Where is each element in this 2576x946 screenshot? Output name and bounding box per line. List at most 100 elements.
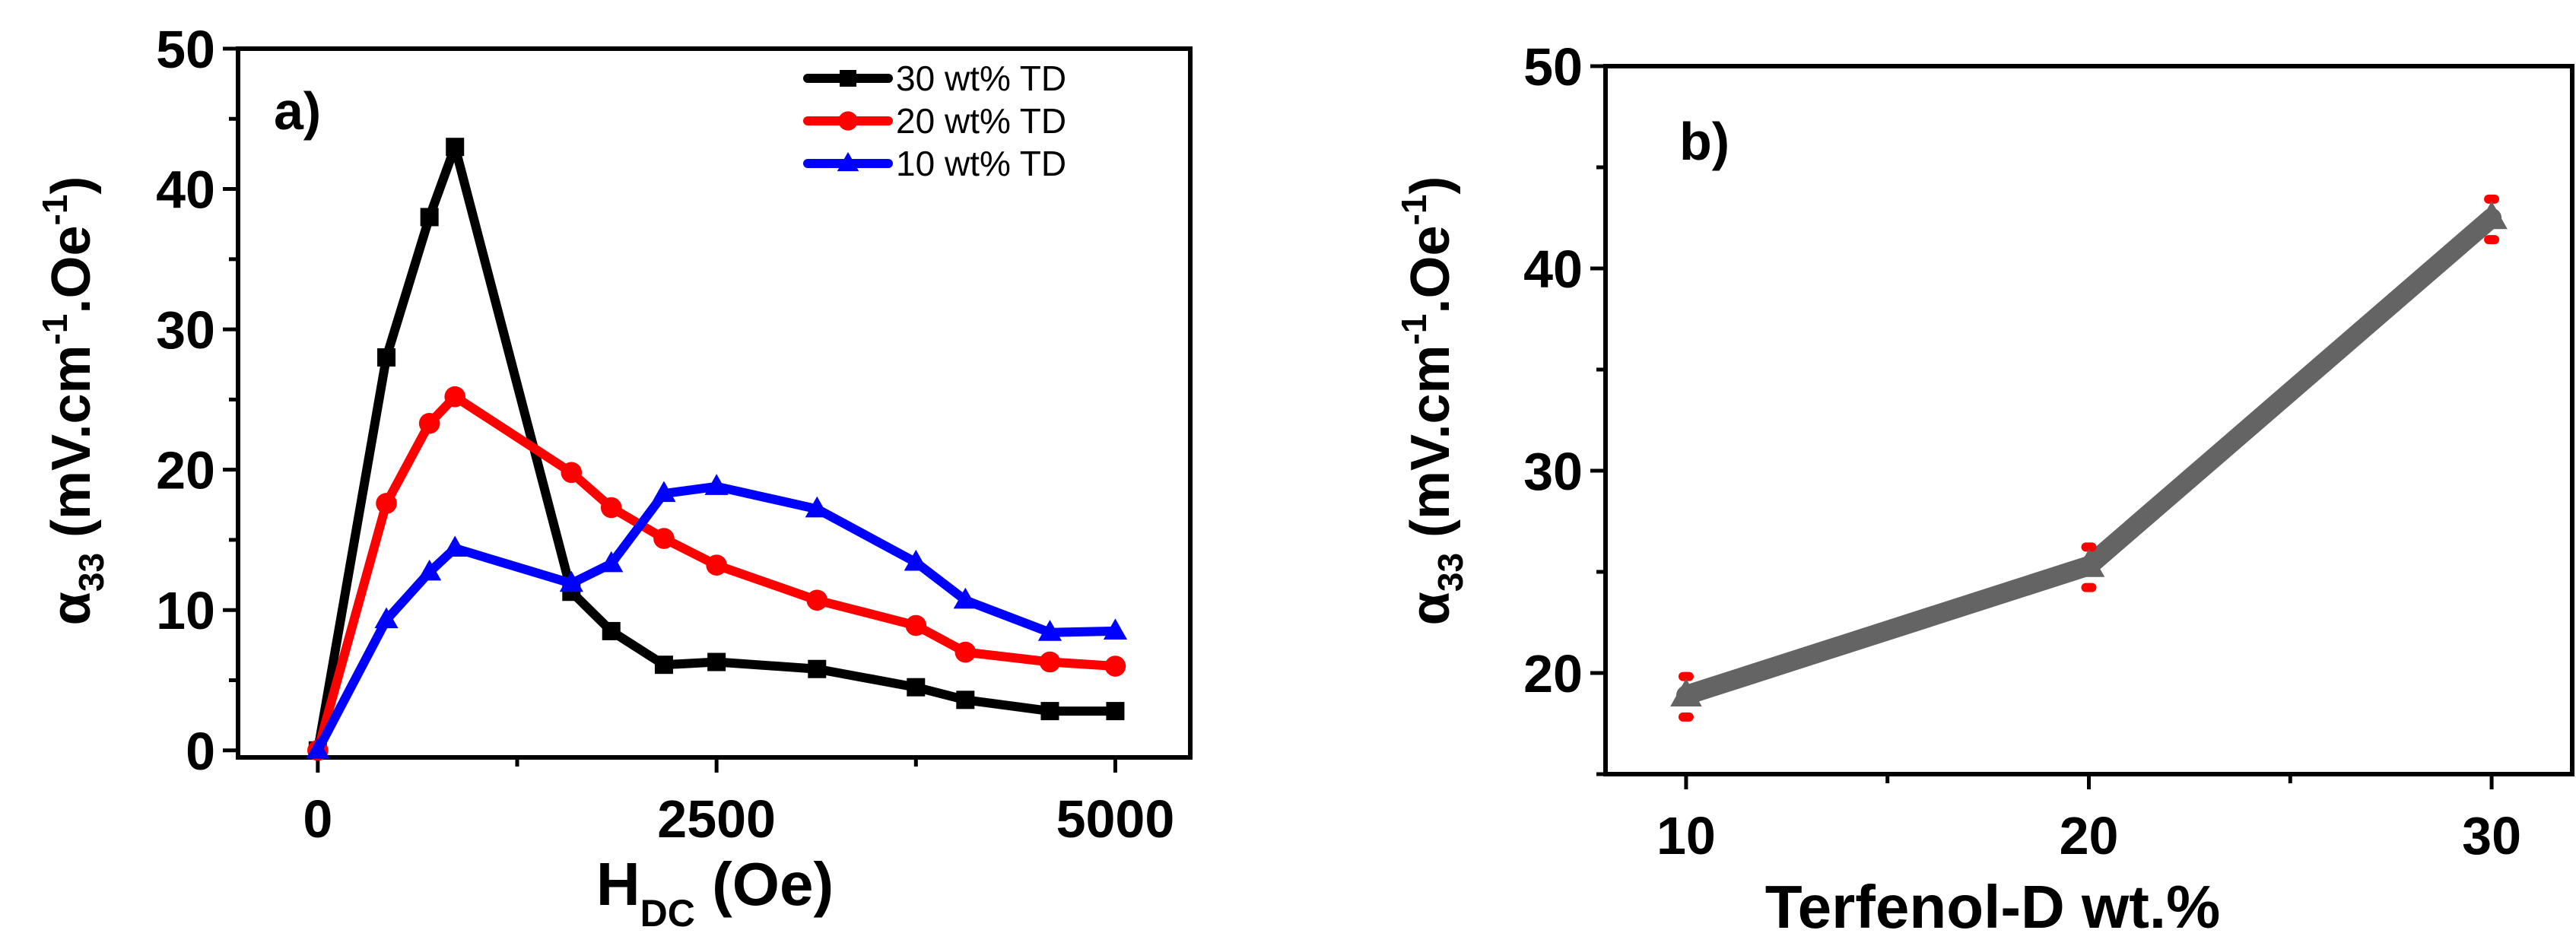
data-point xyxy=(377,348,396,367)
error-cap-lower xyxy=(2081,583,2097,592)
data-point xyxy=(954,641,977,663)
data-point xyxy=(707,652,726,671)
data-point xyxy=(559,570,583,592)
error-cap-upper xyxy=(2081,542,2097,552)
error-cap-upper xyxy=(2484,194,2500,204)
data-point xyxy=(599,551,624,573)
data-point xyxy=(1106,702,1125,721)
data-point xyxy=(1104,656,1126,677)
y-title-main: (mV.cm xyxy=(41,344,102,552)
data-point xyxy=(418,559,442,581)
data-point xyxy=(374,607,399,629)
panel-a-chart: α33 (mV.cm-1.Oe-1) HDC (Oe) a) 010203040… xyxy=(35,20,1193,935)
data-point xyxy=(443,535,467,557)
y-title-end: ) xyxy=(41,176,102,195)
series-line xyxy=(313,481,1120,755)
legend-item: 30 wt% TD xyxy=(803,59,1066,98)
data-point xyxy=(654,656,673,675)
data-point xyxy=(1670,678,1702,706)
panel-a-x-axis-title: HDC (Oe) xyxy=(596,850,834,935)
y-tick-label: 40 xyxy=(156,160,215,220)
error-cap-lower xyxy=(2484,235,2500,245)
data-point xyxy=(306,738,330,759)
data-point xyxy=(2476,201,2508,230)
data-point xyxy=(956,690,975,710)
legend-label: 30 wt% TD xyxy=(896,59,1066,98)
svg-text:α33 (mV.cm-1.Oe-1): α33 (mV.cm-1.Oe-1) xyxy=(1394,176,1470,626)
legend-label: 20 wt% TD xyxy=(896,101,1066,141)
data-point xyxy=(805,496,829,518)
panel-a-label: a) xyxy=(274,81,321,141)
y-title-mid: .Oe xyxy=(41,226,102,314)
data-point xyxy=(2073,548,2105,577)
y-tick-label: 0 xyxy=(186,722,215,781)
panel-b-label: b) xyxy=(1679,112,1730,171)
y-title-sup1: -1 xyxy=(35,314,75,345)
panel-b-y-axis-title: α33 (mV.cm-1.Oe-1) xyxy=(1394,176,1470,626)
y-tick-label: 20 xyxy=(156,441,215,500)
x-tick-label: 5000 xyxy=(1056,789,1175,849)
data-point xyxy=(1040,702,1059,721)
data-point xyxy=(904,549,928,571)
y-title-sub: 33 xyxy=(1431,553,1470,592)
data-point xyxy=(806,589,828,611)
y-title-main: (mV.cm xyxy=(1400,344,1461,552)
data-point xyxy=(808,659,827,678)
x-title-rest: (Oe) xyxy=(695,850,834,918)
error-cap-upper xyxy=(1678,671,1694,681)
svg-text:α33 (mV.cm-1.Oe-1): α33 (mV.cm-1.Oe-1) xyxy=(35,176,111,626)
y-title-sup2: -1 xyxy=(35,195,75,226)
x-tick-label: 20 xyxy=(2060,806,2119,865)
y-title-sup2: -1 xyxy=(1394,195,1434,226)
svg-text:HDC (Oe): HDC (Oe) xyxy=(596,850,834,935)
y-tick-label: 20 xyxy=(1523,644,1583,703)
data-point xyxy=(704,474,729,495)
legend-item: 20 wt% TD xyxy=(803,101,1066,141)
data-point xyxy=(418,412,440,434)
y-title-end: ) xyxy=(1400,176,1461,195)
series-20-wt-td xyxy=(307,386,1126,761)
y-title-symbol: α xyxy=(1400,592,1461,625)
panel-b-axes: 20 30 40 50 10 20 30 xyxy=(1523,37,2574,865)
data-point xyxy=(561,462,583,484)
error-cap-lower xyxy=(1678,712,1694,722)
data-point xyxy=(706,554,727,576)
y-title-sup1: -1 xyxy=(1394,314,1434,345)
legend-marker xyxy=(838,111,858,131)
data-point xyxy=(420,208,439,227)
legend-marker xyxy=(840,70,856,87)
x-tick-label: 30 xyxy=(2462,806,2521,865)
data-point xyxy=(953,587,977,609)
y-title-symbol: α xyxy=(41,592,102,625)
data-point xyxy=(1103,618,1128,640)
series-30-wt-td xyxy=(308,138,1125,760)
y-title-sub: 33 xyxy=(71,553,111,592)
data-point xyxy=(376,493,397,514)
data-point xyxy=(907,678,926,697)
data-point xyxy=(602,621,621,640)
legend-item: 10 wt% TD xyxy=(803,144,1066,183)
y-tick-label: 30 xyxy=(1523,442,1583,501)
y-tick-label: 50 xyxy=(156,20,215,79)
y-tick-label: 10 xyxy=(156,581,215,640)
series--33 xyxy=(1670,194,2508,722)
legend-marker xyxy=(837,151,859,172)
data-point xyxy=(1039,651,1061,673)
data-point xyxy=(446,138,465,157)
x-title-sub: DC xyxy=(640,892,695,935)
data-point xyxy=(905,614,927,636)
y-title-mid: .Oe xyxy=(1400,226,1461,314)
panel-b-x-axis-title: Terfenol-D wt.% xyxy=(1765,873,2221,941)
x-tick-label: 10 xyxy=(1656,806,1716,865)
data-point xyxy=(1037,620,1062,641)
legend-label: 10 wt% TD xyxy=(896,144,1066,183)
panel-b-chart: α33 (mV.cm-1.Oe-1) Terfenol-D wt.% b) 20… xyxy=(1394,37,2574,941)
y-tick-label: 30 xyxy=(156,300,215,360)
data-point xyxy=(652,481,676,503)
series-line xyxy=(1676,208,2502,706)
x-tick-label: 2500 xyxy=(657,789,776,849)
panel-a-axes: 0 10 20 30 40 50 0 2500 5000 xyxy=(156,20,1193,849)
data-point xyxy=(600,497,622,519)
